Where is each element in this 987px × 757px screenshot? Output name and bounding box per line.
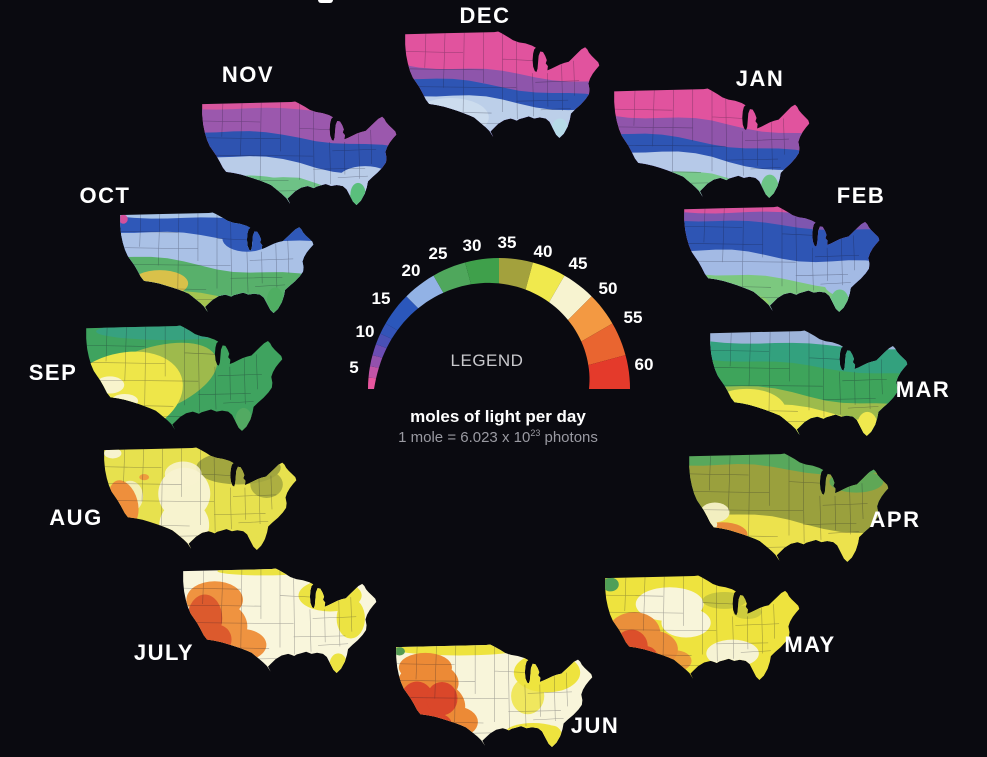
svg-text:20: 20 <box>402 261 421 280</box>
svg-text:50: 50 <box>599 279 618 298</box>
svg-text:60: 60 <box>635 355 654 374</box>
svg-text:15: 15 <box>372 289 391 308</box>
svg-text:55: 55 <box>624 308 643 327</box>
svg-text:35: 35 <box>498 235 517 252</box>
svg-text:10: 10 <box>356 322 375 341</box>
svg-text:45: 45 <box>569 254 588 273</box>
svg-text:LEGEND: LEGEND <box>451 351 524 370</box>
svg-text:40: 40 <box>534 242 553 261</box>
svg-text:5: 5 <box>349 358 358 377</box>
svg-text:30: 30 <box>463 236 482 255</box>
svg-text:25: 25 <box>429 244 448 263</box>
